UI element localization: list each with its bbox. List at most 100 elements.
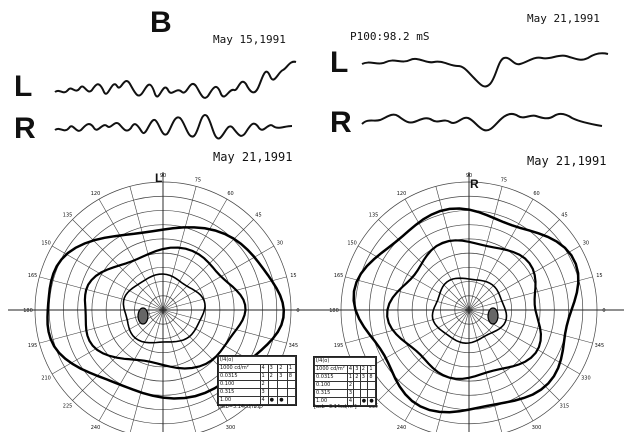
degree-label: 120: [397, 191, 407, 197]
legend-cell: 2: [359, 365, 369, 374]
legend-cell: 8: [367, 373, 376, 382]
degree-label: 30: [583, 241, 589, 247]
visual-field-chart-right: 9012013515016518019521022524025527028530…: [314, 172, 624, 432]
p100-latency-label: P100:98.2 mS: [350, 30, 430, 43]
degree-label: 345: [289, 343, 299, 349]
legend-cell: 4: [346, 397, 355, 406]
degree-label: 195: [334, 343, 344, 349]
degree-label: 0: [602, 308, 605, 314]
legend-cell: 0.100: [314, 381, 348, 390]
legend-cell: 1000 cd/m²: [314, 365, 348, 374]
degree-label: 150: [347, 241, 357, 247]
vep-trace-left-eye-a: [54, 60, 297, 99]
radial-grid-line: [435, 309, 470, 432]
radial-grid-line: [72, 309, 164, 401]
legend-table-left: I/4(o) 1000 cd/m² 4 3 2 1 0.0315 1 2 3 8 0.100 2 …: [217, 355, 297, 406]
vep-traces: [54, 52, 609, 140]
radial-grid-line: [468, 186, 503, 311]
degree-label: 0: [296, 308, 299, 314]
radial-grid-line: [468, 198, 534, 311]
degree-label: 195: [28, 343, 38, 349]
radial-grid-line: [468, 309, 503, 432]
isopter-middle: [386, 239, 543, 380]
legend-cell: 0.315: [218, 388, 261, 397]
right-vep-date-bottom: May 21,1991: [527, 154, 607, 168]
field-eye-label-left: L: [155, 171, 163, 185]
radial-grid-line: [435, 186, 470, 311]
legend-cell: 4: [259, 396, 269, 405]
vep-trace-right-eye-b: [361, 112, 603, 132]
isopter-inner: [122, 273, 206, 344]
vep-trace-right-eye-a: [361, 52, 609, 88]
blind-spot-marker: [487, 307, 499, 325]
radial-grid-line: [162, 309, 287, 344]
legend-cell: 2: [277, 364, 288, 373]
field-eye-label-right: R: [470, 177, 479, 191]
legend-cell: 0.100: [218, 380, 261, 389]
degree-label: 135: [63, 213, 73, 219]
radial-grid-line: [51, 245, 164, 311]
legend-footnote-left: [asb=3.14cd/m²]: [218, 404, 261, 410]
degree-label: 60: [227, 191, 233, 197]
legend-cell: 0.0315: [314, 373, 348, 382]
degree-label: 300: [226, 425, 236, 431]
radial-grid-line: [129, 309, 164, 432]
left-eye-label-vep: L: [14, 70, 33, 103]
legend-cell: 0.315: [314, 389, 348, 398]
vep-trace-left-eye-b: [54, 113, 293, 140]
radial-grid-line: [468, 219, 560, 311]
left-vep-date-bottom: May 21,1991: [213, 150, 293, 164]
legend-cell: 3: [267, 364, 279, 373]
legend-cell: 3: [359, 373, 369, 382]
radial-grid-line: [162, 219, 254, 311]
legend-cell: 4: [259, 364, 269, 373]
degree-label: 315: [560, 403, 570, 409]
legend-cell: 8: [286, 372, 297, 381]
degree-label: 120: [91, 191, 101, 197]
isopter-outer: [352, 207, 580, 414]
radial-grid-line: [468, 245, 581, 311]
degree-label: 30: [277, 241, 283, 247]
radial-grid-line: [468, 276, 593, 311]
left-vep-date-top: May 15,1991: [213, 33, 286, 46]
radial-grid-line: [162, 276, 287, 311]
degree-label: 90: [466, 173, 472, 179]
degree-label: 15: [290, 273, 296, 279]
radial-grid-line: [129, 186, 164, 311]
degree-label: 180: [329, 308, 339, 314]
radial-grid-line: [98, 198, 164, 311]
degree-label: 135: [369, 213, 379, 219]
degree-label: 75: [501, 178, 507, 184]
radial-grid-line: [345, 276, 470, 311]
radial-grid-line: [162, 309, 228, 422]
left-eye-label-vep-2: L: [330, 46, 349, 79]
radial-grid-line: [378, 219, 470, 311]
legend-header: I/4(o): [218, 356, 296, 365]
right-eye-label-vep: R: [14, 112, 36, 145]
radial-grid-line: [468, 309, 534, 422]
degree-label: 150: [41, 241, 51, 247]
legend-cell: 0.0315: [218, 372, 261, 381]
right-vep-date-top: May 21,1991: [527, 12, 600, 25]
legend-cell: 1000 cd/m²: [218, 364, 261, 373]
legend-cell: 1: [286, 364, 297, 373]
radial-grid-line: [378, 309, 470, 401]
degree-label: 315: [254, 403, 264, 409]
degree-label: 300: [532, 425, 542, 431]
legend-cell: 3: [277, 372, 288, 381]
radial-grid-line: [468, 309, 581, 375]
degree-label: 345: [595, 343, 605, 349]
legend-cell: 3: [259, 388, 269, 397]
radial-grid-line: [39, 276, 164, 311]
degree-label: 180: [23, 308, 33, 314]
legend-cell: 2: [267, 372, 279, 381]
legend-cell: 1: [259, 372, 269, 381]
radial-grid-line: [162, 198, 228, 311]
degree-label: 210: [41, 376, 51, 382]
degree-label: 240: [397, 425, 407, 431]
right-eye-label-vep-2: R: [330, 106, 352, 139]
legend-footnote-right: [asb=3.14cd/m²]: [314, 404, 357, 410]
radial-grid-line: [98, 309, 164, 422]
degree-label: 45: [561, 213, 567, 219]
radial-grid-line: [162, 309, 197, 432]
